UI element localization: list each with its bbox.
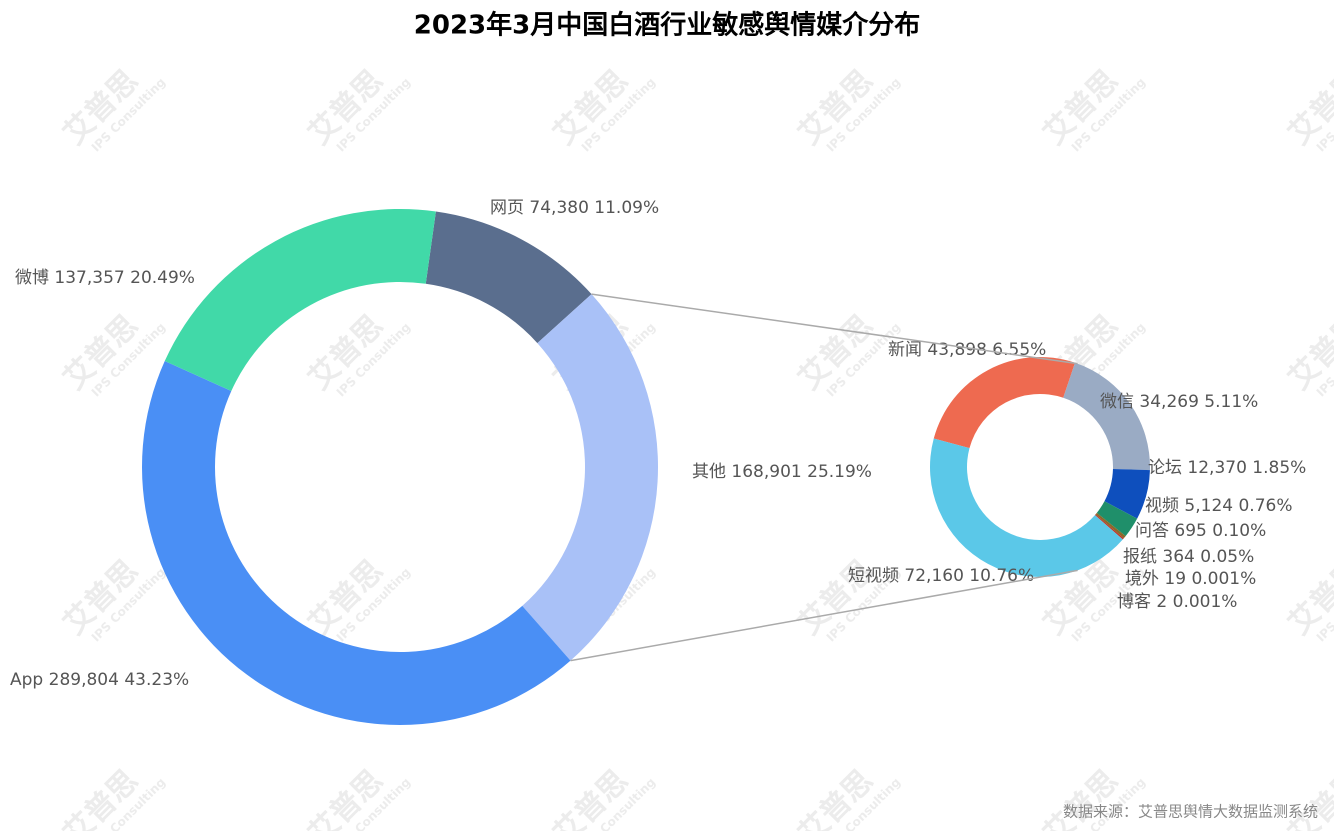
data-label-part: 695 — [1174, 521, 1206, 541]
data-label-part: 11.09% — [594, 198, 659, 218]
data-label-part: 博客 — [1117, 592, 1151, 612]
data-label: 其他 168,901 25.19% — [692, 462, 872, 482]
donut-segment — [141, 361, 571, 726]
data-label: 论坛 12,370 1.85% — [1148, 458, 1306, 478]
donut-segment — [425, 211, 592, 344]
data-label-part: 0.76% — [1238, 496, 1292, 516]
donut-segment — [1094, 515, 1123, 540]
donut-segment — [1063, 362, 1150, 471]
chart-title: 2023年3月中国白酒行业敏感舆情媒介分布 — [414, 10, 920, 41]
data-label-part: 1.85% — [1252, 458, 1306, 478]
connector-line — [591, 293, 1078, 365]
data-label-part: 境外 — [1125, 569, 1159, 589]
data-label: App 289,804 43.23% — [10, 670, 189, 690]
data-label-part: 289,804 — [49, 670, 119, 690]
donut-segment — [1094, 514, 1124, 540]
data-label-part: 12,370 — [1187, 458, 1246, 478]
data-label-part: 其他 — [692, 462, 726, 482]
data-label: 博客 2 0.001% — [1117, 592, 1237, 612]
donut-segment — [1095, 512, 1126, 539]
data-label-part: 6.55% — [992, 340, 1046, 360]
data-label-part: 25.19% — [807, 462, 872, 482]
data-label-part: 0.05% — [1200, 547, 1254, 567]
data-label-part: 0.001% — [1173, 592, 1238, 612]
data-label-part: 网页 — [490, 198, 524, 218]
data-label: 报纸 364 0.05% — [1123, 547, 1254, 567]
data-label-part: 短视频 — [848, 566, 899, 586]
data-label-part: 72,160 — [904, 566, 963, 586]
data-label-part: 137,357 — [54, 268, 124, 288]
connector-line — [570, 569, 1078, 662]
data-label-part: 5,124 — [1184, 496, 1233, 516]
data-label-part: 0.10% — [1212, 521, 1266, 541]
source-note: 数据来源：艾普思舆情大数据监测系统 — [1063, 803, 1318, 821]
data-label-part: 19 — [1164, 569, 1186, 589]
donut-segment — [164, 209, 436, 392]
donut-segment — [1094, 515, 1123, 540]
data-label-part: 0.001% — [1191, 569, 1256, 589]
data-label: 新闻 43,898 6.55% — [888, 340, 1046, 360]
data-label-part: 34,269 — [1139, 392, 1198, 412]
data-label-part: 5.11% — [1204, 392, 1258, 412]
data-label-part: 2 — [1156, 592, 1167, 612]
data-label: 微信 34,269 5.11% — [1100, 392, 1258, 412]
watermark-text: 艾普思 — [1282, 763, 1334, 831]
data-label-part: 微信 — [1100, 392, 1134, 412]
data-label: 微博 137,357 20.49% — [15, 268, 195, 288]
donut-segment — [522, 294, 658, 661]
data-label-part: 视频 — [1145, 496, 1179, 516]
data-label: 视频 5,124 0.76% — [1145, 496, 1293, 516]
data-label-part: 微博 — [15, 268, 49, 288]
data-label-part: App — [10, 670, 43, 690]
data-label-part: 364 — [1162, 547, 1194, 567]
donut-segment — [933, 357, 1076, 449]
data-label: 境外 19 0.001% — [1125, 569, 1256, 589]
donut-segment — [1104, 469, 1150, 519]
donut-segment — [1096, 501, 1138, 537]
data-label-part: 问答 — [1135, 521, 1169, 541]
data-label-part: 论坛 — [1148, 458, 1182, 478]
data-label: 网页 74,380 11.09% — [490, 198, 659, 218]
plot: 网页 74,380 11.09% 其他 168,901 25.19% App 289… — [10, 198, 1306, 726]
data-label-part: 168,901 — [731, 462, 801, 482]
data-label: 问答 695 0.10% — [1135, 521, 1266, 541]
data-label-part: 报纸 — [1123, 547, 1157, 567]
data-label-part: 新闻 — [888, 340, 922, 360]
data-label-part: 20.49% — [130, 268, 195, 288]
data-label-part: 10.76% — [969, 566, 1034, 586]
donut-segment — [929, 438, 1123, 578]
data-label-part: 43.23% — [124, 670, 189, 690]
data-label-part: 74,380 — [529, 198, 588, 218]
